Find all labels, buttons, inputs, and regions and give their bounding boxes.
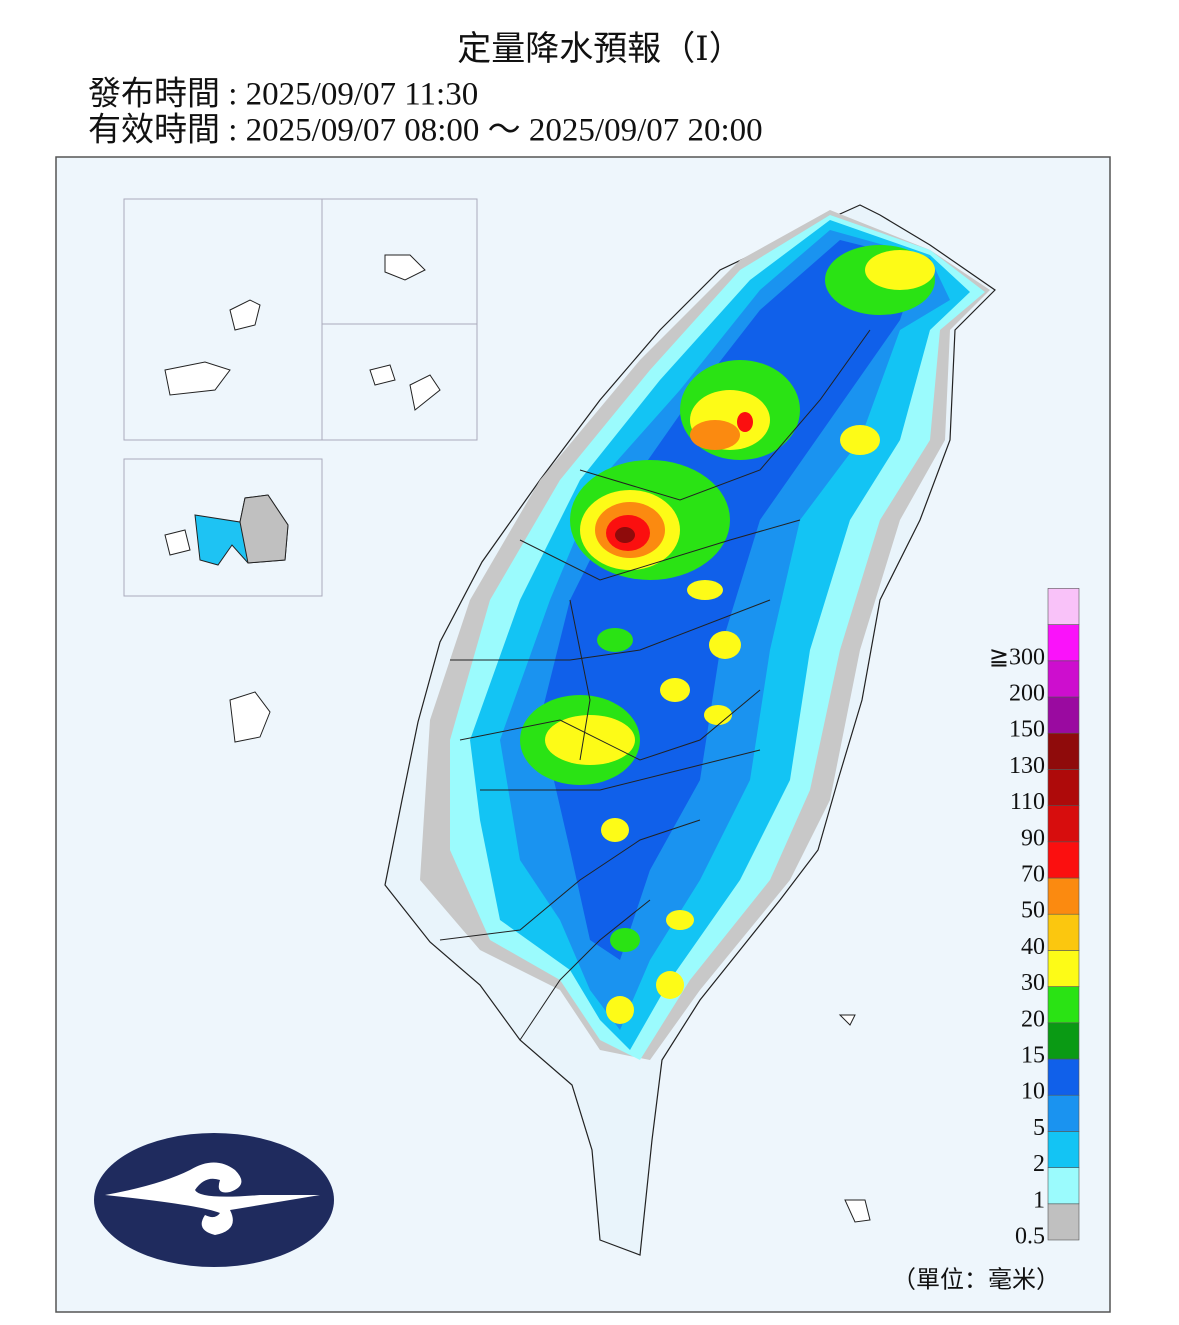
legend-swatch <box>1047 1094 1080 1132</box>
legend-label: 200 <box>1009 681 1045 707</box>
legend-label: 30 <box>1021 970 1045 996</box>
legend-swatch <box>1047 1022 1080 1060</box>
legend-swatch <box>1047 769 1080 806</box>
legend-label: 2 <box>1033 1151 1045 1177</box>
legend-swatch <box>1047 660 1080 698</box>
legend-label: 15 <box>1021 1043 1045 1069</box>
legend-swatch <box>1047 877 1080 915</box>
legend-swatch <box>1047 805 1080 843</box>
legend-label: 70 <box>1021 862 1045 888</box>
legend-label: 90 <box>1021 825 1045 851</box>
legend: 0.5 1 2 5 10 15 20 30 40 50 70 90 110 130 150 200 ≧300 <box>989 588 1080 1250</box>
legend-swatch <box>1047 1058 1080 1096</box>
rain-field <box>420 210 990 1060</box>
cwa-logo <box>94 1133 334 1267</box>
unit-label: （單位：毫米） <box>892 1267 1060 1294</box>
penghu-gray <box>239 494 289 564</box>
legend-swatch <box>1047 1131 1080 1168</box>
valid-time: 有效時間 : 2025/09/07 08:00 ～ 2025/09/07 20:… <box>88 112 763 149</box>
legend-swatch <box>1047 913 1080 951</box>
legend-label: ≧300 <box>989 644 1045 670</box>
legend-label: 130 <box>1009 753 1045 779</box>
legend-swatch <box>1047 732 1080 770</box>
legend-label: 150 <box>1009 717 1045 743</box>
legend-swatch <box>1047 624 1080 662</box>
legend-label: 10 <box>1021 1079 1045 1105</box>
county-borders <box>439 329 871 1041</box>
issue-time: 發布時間 : 2025/09/07 11:30 <box>88 76 478 113</box>
legend-swatch <box>1047 841 1080 879</box>
legend-label: 0.5 <box>1015 1224 1045 1250</box>
legend-label: 5 <box>1033 1115 1045 1141</box>
legend-label: 1 <box>1033 1187 1045 1213</box>
legend-swatch <box>1047 950 1080 987</box>
legend-swatch-top <box>1047 588 1080 625</box>
legend-swatch <box>1047 986 1080 1024</box>
legend-swatch <box>1047 696 1080 734</box>
legend-swatch <box>1047 1167 1080 1205</box>
title: 定量降水預報（Ⅰ） <box>457 30 742 68</box>
islands <box>164 254 871 1223</box>
legend-label: 110 <box>1010 789 1045 815</box>
legend-swatch <box>1047 1203 1080 1241</box>
legend-label: 40 <box>1021 934 1045 960</box>
legend-label: 20 <box>1021 1006 1045 1032</box>
insets <box>123 198 478 597</box>
legend-label: 50 <box>1021 898 1045 924</box>
